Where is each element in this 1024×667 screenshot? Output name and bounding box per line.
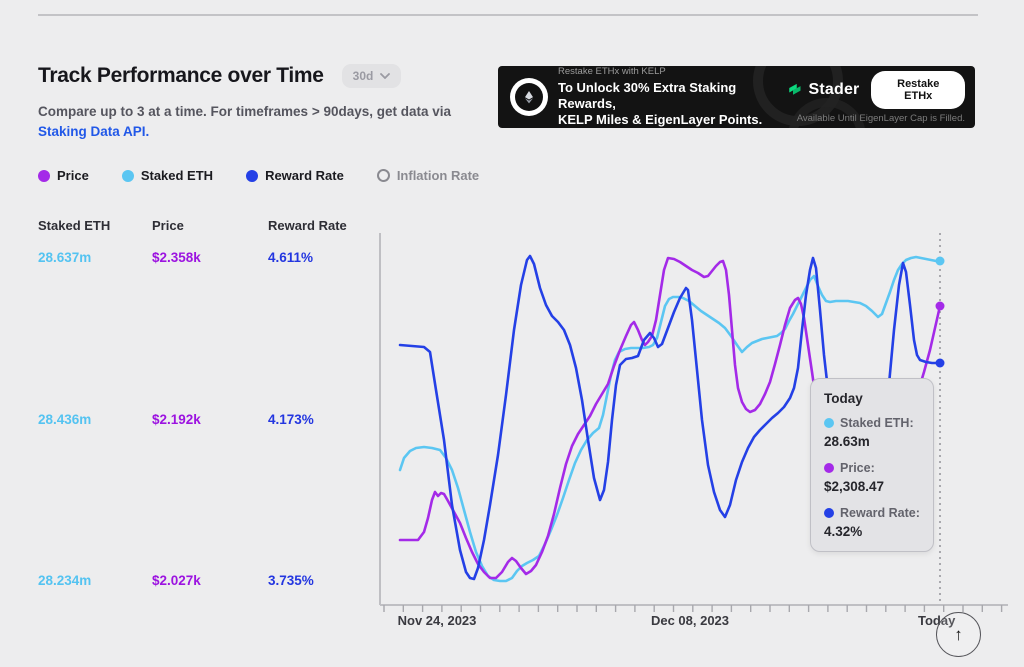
inflation-rate-ring-icon bbox=[376, 169, 390, 182]
axis-value: 3.735% bbox=[268, 573, 314, 588]
tooltip-label-reward-rate: Reward Rate: bbox=[824, 506, 920, 520]
tooltip-value-price: $2,308.47 bbox=[824, 479, 885, 494]
staked-eth-dot-icon bbox=[121, 169, 134, 182]
top-divider bbox=[38, 14, 978, 16]
scroll-to-top-button[interactable]: ↑ bbox=[936, 612, 981, 657]
axis-value: 28.637m bbox=[38, 250, 92, 265]
axis-value: $2.192k bbox=[152, 412, 201, 427]
column-header-reward-rate: Reward Rate bbox=[268, 218, 347, 233]
promo-banner[interactable]: Restake ETHx with KELP To Unlock 30% Ext… bbox=[498, 66, 975, 128]
tooltip-value-staked-eth: 28.63m bbox=[824, 434, 870, 449]
subtitle-text: Compare up to 3 at a time. For timeframe… bbox=[38, 104, 452, 119]
kelp-eth-icon bbox=[510, 78, 548, 116]
tooltip-label-staked-eth: Staked ETH: bbox=[824, 416, 920, 430]
axis-value: 28.436m bbox=[38, 412, 92, 427]
axis-value: $2.027k bbox=[152, 573, 201, 588]
reward-rate-dot-icon bbox=[246, 169, 259, 182]
tooltip-title: Today bbox=[824, 391, 863, 406]
stader-logo: Stader bbox=[787, 81, 859, 99]
legend-item-inflation-rate[interactable]: Inflation Rate bbox=[376, 168, 479, 183]
x-tick-dec-08: Dec 08, 2023 bbox=[650, 613, 730, 628]
staking-data-api-link[interactable]: Staking Data API. bbox=[38, 124, 150, 139]
stader-mark-icon bbox=[789, 83, 801, 95]
subtitle: Compare up to 3 at a time. For timeframe… bbox=[38, 102, 478, 142]
legend-item-reward-rate[interactable]: Reward Rate bbox=[246, 168, 344, 183]
banner-footnote: Available Until EigenLayer Cap is Filled… bbox=[796, 112, 965, 124]
price-dot-icon bbox=[824, 463, 834, 473]
restake-ethx-button[interactable]: Restake ETHx bbox=[871, 70, 965, 109]
banner-headline-2: KELP Miles & EigenLayer Points. bbox=[558, 112, 763, 127]
legend-item-price[interactable]: Price bbox=[38, 168, 89, 183]
timeframe-dropdown[interactable]: 30d bbox=[341, 64, 402, 88]
axis-value-table: Staked ETH Price Reward Rate 28.637m $2.… bbox=[38, 218, 378, 598]
column-header-staked-eth: Staked ETH bbox=[38, 218, 111, 233]
legend-item-staked-eth[interactable]: Staked ETH bbox=[121, 168, 213, 183]
banner-headline-1: To Unlock 30% Extra Staking Rewards, bbox=[558, 80, 737, 111]
price-dot-icon bbox=[38, 169, 50, 182]
banner-eyebrow: Restake ETHx with KELP bbox=[558, 66, 666, 77]
x-tick-nov-24: Nov 24, 2023 bbox=[397, 613, 477, 628]
chevron-down-icon bbox=[380, 73, 391, 79]
axis-value: 4.611% bbox=[268, 250, 314, 265]
axis-value: 4.173% bbox=[268, 412, 314, 427]
tooltip-value-reward-rate: 4.32% bbox=[824, 524, 863, 539]
arrow-up-icon: ↑ bbox=[954, 624, 963, 644]
timeframe-value: 30d bbox=[352, 69, 374, 83]
column-header-price: Price bbox=[152, 218, 184, 233]
tooltip-label-price: Price: bbox=[824, 461, 920, 475]
axis-value: $2.358k bbox=[152, 250, 201, 265]
reward-rate-dot-icon bbox=[824, 508, 834, 518]
chart-legend: Price Staked ETH Reward Rate Inflation R… bbox=[38, 168, 479, 183]
axis-value: 28.234m bbox=[38, 573, 92, 588]
chart-tooltip: Today Staked ETH: 28.63m Price: $2,308.4… bbox=[810, 378, 934, 552]
page-title: Track Performance over Time bbox=[38, 64, 324, 87]
staked-eth-dot-icon bbox=[824, 418, 834, 428]
